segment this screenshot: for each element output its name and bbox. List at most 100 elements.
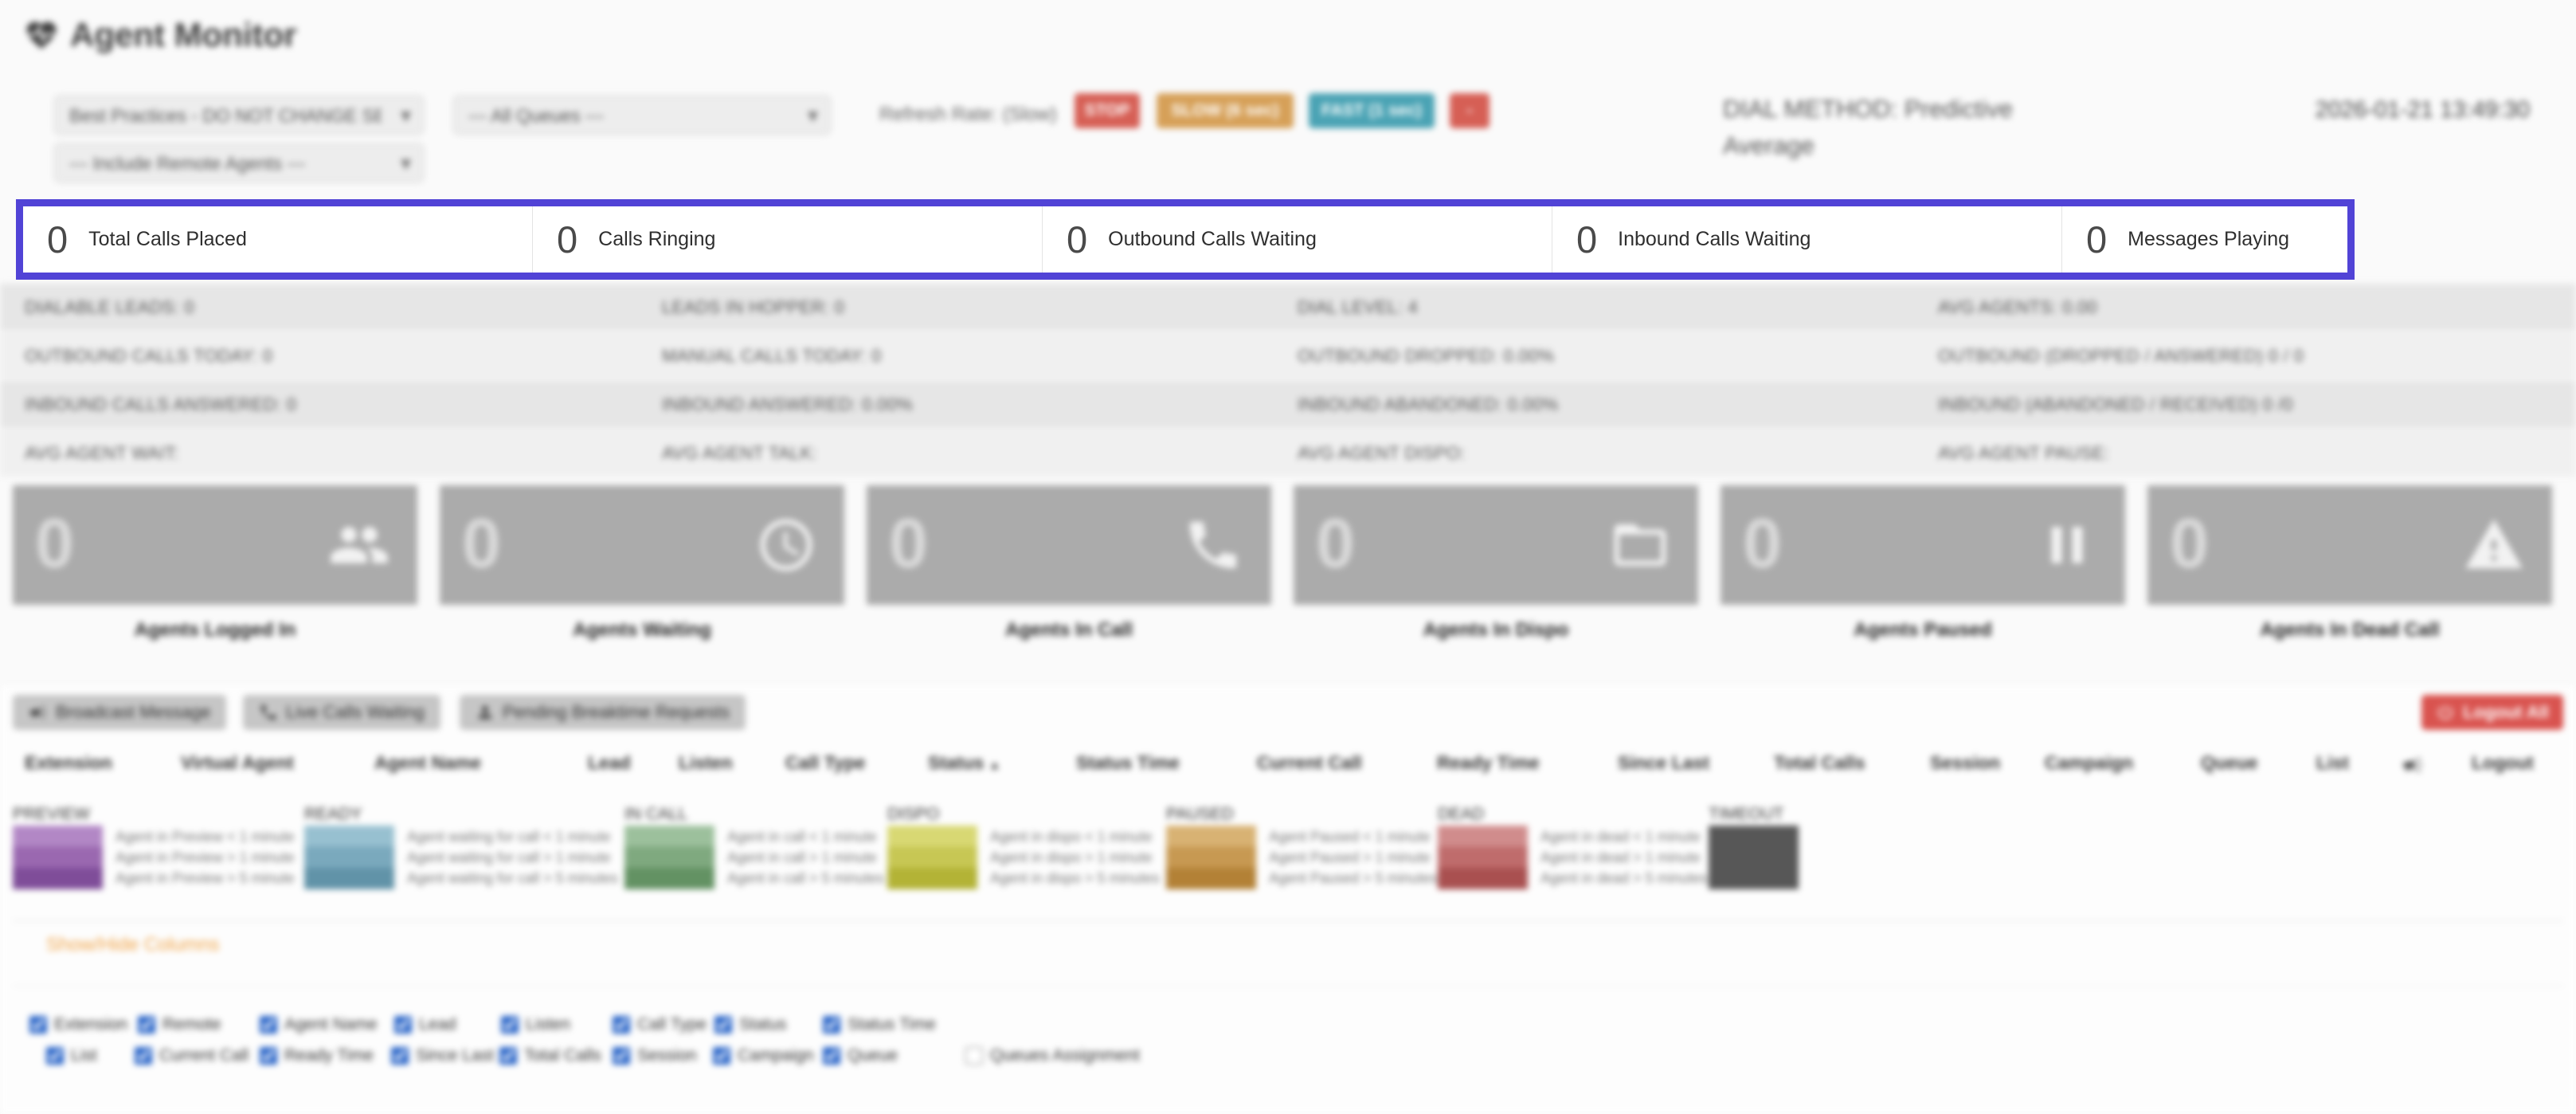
stat-avg-agents: AVG AGENTS: 0.00: [1938, 296, 2098, 317]
list-checkbox[interactable]: [46, 1047, 64, 1065]
lead-checkbox[interactable]: [394, 1016, 412, 1034]
summary-value: 0: [1576, 218, 1598, 261]
toggle-call-type[interactable]: Call Type: [613, 1015, 707, 1034]
col-status-time[interactable]: Status Time: [1076, 752, 1180, 773]
broadcast-column-icon: [2403, 757, 2422, 773]
listen-checkbox[interactable]: [501, 1016, 519, 1034]
box-value: 0: [2170, 504, 2209, 582]
stat-outbound-calls-today: OUTBOUND CALLS TODAY: 0: [25, 345, 273, 366]
summary-messages-playing: 0 Messages Playing: [2062, 206, 2347, 273]
toggle-total-calls[interactable]: Total Calls: [499, 1046, 601, 1065]
refresh-fast-button[interactable]: FAST (1 sec): [1309, 93, 1435, 128]
total-calls-checkbox[interactable]: [499, 1047, 517, 1065]
collapse-minus-button[interactable]: -: [1450, 93, 1490, 128]
call-type-checkbox[interactable]: [613, 1016, 630, 1034]
col-logout[interactable]: Logout: [2472, 752, 2534, 773]
remote-checkbox[interactable]: [138, 1016, 155, 1034]
legend-group-timeout: TIMEOUT: [1709, 805, 1799, 889]
toggle-lead[interactable]: Lead: [394, 1015, 456, 1034]
toggle-extension[interactable]: Extension: [29, 1015, 127, 1034]
since-last-checkbox[interactable]: [391, 1047, 409, 1065]
toggle-list[interactable]: List: [46, 1046, 97, 1065]
summary-outbound-calls-waiting: 0 Outbound Calls Waiting: [1043, 206, 1552, 273]
col-agent-name[interactable]: Agent Name: [374, 752, 482, 773]
refresh-slow-button[interactable]: SLOW (6 sec): [1157, 93, 1294, 128]
person-icon: [479, 706, 491, 719]
queues-assignment-checkbox[interactable]: [965, 1047, 983, 1065]
ready-time-checkbox[interactable]: [260, 1047, 277, 1065]
toggle-current-call[interactable]: Current Call: [135, 1046, 249, 1065]
session-checkbox[interactable]: [613, 1047, 630, 1065]
logout-all-button[interactable]: Logout All: [2421, 695, 2563, 730]
col-since-last[interactable]: Since Last: [1618, 752, 1710, 773]
timestamp: 2026-01-21 13:49:30: [2315, 97, 2530, 123]
divider: [13, 986, 2563, 987]
col-campaign[interactable]: Campaign: [2045, 752, 2134, 773]
box-agents-in-call: 0 Agents In Call: [867, 485, 1271, 641]
col-total-calls[interactable]: Total Calls: [1774, 752, 1865, 773]
status-checkbox[interactable]: [714, 1016, 732, 1034]
live-calls-waiting-button[interactable]: Live Calls Waiting: [243, 695, 441, 730]
col-list[interactable]: List: [2316, 752, 2349, 773]
box-value: 0: [35, 504, 74, 582]
phone-icon: [261, 705, 276, 720]
power-icon: [2438, 705, 2453, 720]
status-time-checkbox[interactable]: [823, 1016, 840, 1034]
remote-agents-select[interactable]: --- Include Remote Agents ---: [54, 143, 424, 182]
divider: [13, 920, 2563, 921]
broadcast-message-button[interactable]: Broadcast Message: [13, 695, 227, 730]
col-listen[interactable]: Listen: [679, 752, 733, 773]
toggle-status[interactable]: Status: [714, 1015, 787, 1034]
col-queue[interactable]: Queue: [2201, 752, 2258, 773]
col-extension[interactable]: Extension: [25, 752, 112, 773]
col-session[interactable]: Session: [1930, 752, 2001, 773]
toggle-listen[interactable]: Listen: [501, 1015, 570, 1034]
box-label: Agents In Call: [1004, 619, 1133, 641]
toggle-since-last[interactable]: Since Last: [391, 1046, 494, 1065]
box-agents-logged-in: 0 Agents Logged In: [13, 485, 417, 641]
summary-value: 0: [2086, 218, 2108, 261]
stat-inbound-answered-pct: INBOUND ANSWERED: 0.00%: [662, 394, 913, 414]
agent-name-checkbox[interactable]: [260, 1016, 277, 1034]
refresh-stop-button[interactable]: STOP: [1075, 93, 1140, 128]
legend-swatch-preview: [13, 826, 103, 889]
toggle-campaign[interactable]: Campaign: [713, 1046, 814, 1065]
col-lead[interactable]: Lead: [588, 752, 631, 773]
toggle-session[interactable]: Session: [613, 1046, 697, 1065]
legend-group-ready: READY Agent waiting for call < 1 minute …: [304, 805, 618, 889]
toggle-queues-assignment[interactable]: Queues Assignment: [965, 1046, 1140, 1065]
box-agents-in-dead-call: 0 Agents In Dead Call: [2147, 485, 2552, 641]
campaign-select[interactable]: Best Practices - DO NOT CHANGE SE: [54, 96, 424, 135]
toggle-queue[interactable]: Queue: [823, 1046, 898, 1065]
col-virtual-agent[interactable]: Virtual Agent: [181, 752, 294, 773]
stats-row: OUTBOUND CALLS TODAY: 0 MANUAL CALLS TOD…: [0, 332, 2576, 381]
agent-status-boxes: 0 Agents Logged In 0 Agents Waiting 0: [13, 485, 2552, 641]
box-agents-paused: 0 Agents Paused: [1721, 485, 2125, 641]
toggle-remote[interactable]: Remote: [138, 1015, 221, 1034]
box-value: 0: [1316, 504, 1355, 582]
col-ready-time[interactable]: Ready Time: [1437, 752, 1540, 773]
campaign-checkbox[interactable]: [713, 1047, 730, 1065]
toggle-ready-time[interactable]: Ready Time: [260, 1046, 374, 1065]
toggle-status-time[interactable]: Status Time: [823, 1015, 936, 1034]
current-call-checkbox[interactable]: [135, 1047, 152, 1065]
people-icon: [331, 527, 388, 563]
legend-swatch-paused: [1166, 826, 1256, 889]
stats-row: INBOUND CALLS ANSWERED: 0 INBOUND ANSWER…: [0, 381, 2576, 430]
show-hide-columns-link[interactable]: Show/Hide Columns: [46, 934, 220, 955]
legend-swatch-in-call: [624, 826, 714, 889]
pending-breaktime-requests-button[interactable]: Pending Breaktime Requests: [460, 695, 746, 730]
extension-checkbox[interactable]: [29, 1016, 47, 1034]
col-call-type[interactable]: Call Type: [785, 752, 866, 773]
legend-group-dead: DEAD Agent in dead < 1 minute Agent in d…: [1438, 805, 1708, 889]
queues-select[interactable]: --- All Queues ---: [453, 96, 831, 135]
legend-group-paused: PAUSED Agent Paused < 1 minute Agent Pau…: [1166, 805, 1438, 889]
refresh-rate-label: Refresh Rate: (Slow): [879, 104, 1057, 125]
stat-dial-level: DIAL LEVEL: 4: [1298, 296, 1419, 317]
col-current-call[interactable]: Current Call: [1257, 752, 1362, 773]
col-status[interactable]: Status ▲: [928, 752, 1001, 773]
queue-checkbox[interactable]: [823, 1047, 840, 1065]
toggle-agent-name[interactable]: Agent Name: [260, 1015, 378, 1034]
header-section: Agent Monitor Best Practices - DO NOT CH…: [0, 0, 2576, 199]
campaign-select-wrap: Best Practices - DO NOT CHANGE SE: [54, 96, 424, 135]
